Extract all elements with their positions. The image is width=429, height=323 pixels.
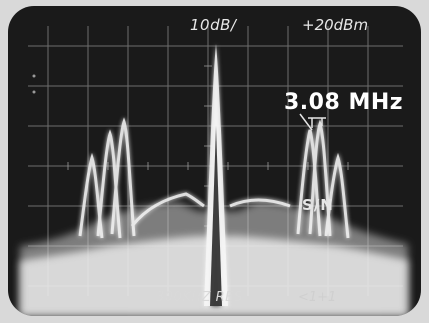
frequency-pointer — [299, 113, 326, 131]
scale-readout: 10dB/ — [190, 16, 237, 34]
edge-markers — [32, 74, 36, 94]
frequency-annotation: 3.08 MHz — [284, 90, 404, 115]
oscilloscope-screen: 10dB/ +20dBm 3.08 MHz S/N 300KHZ RES <1+… — [8, 6, 421, 316]
reference-level-readout: +20dBm — [302, 16, 369, 34]
side-marking: <1+1 — [298, 290, 337, 305]
spectrum-display — [20, 26, 408, 316]
resolution-readout: 300KHZ RES — [156, 290, 243, 305]
carrier-peak — [204, 44, 228, 306]
signal-to-noise-annotation: S/N — [302, 196, 334, 214]
left-sidebands — [78, 117, 205, 239]
right-sidebands — [229, 119, 350, 239]
